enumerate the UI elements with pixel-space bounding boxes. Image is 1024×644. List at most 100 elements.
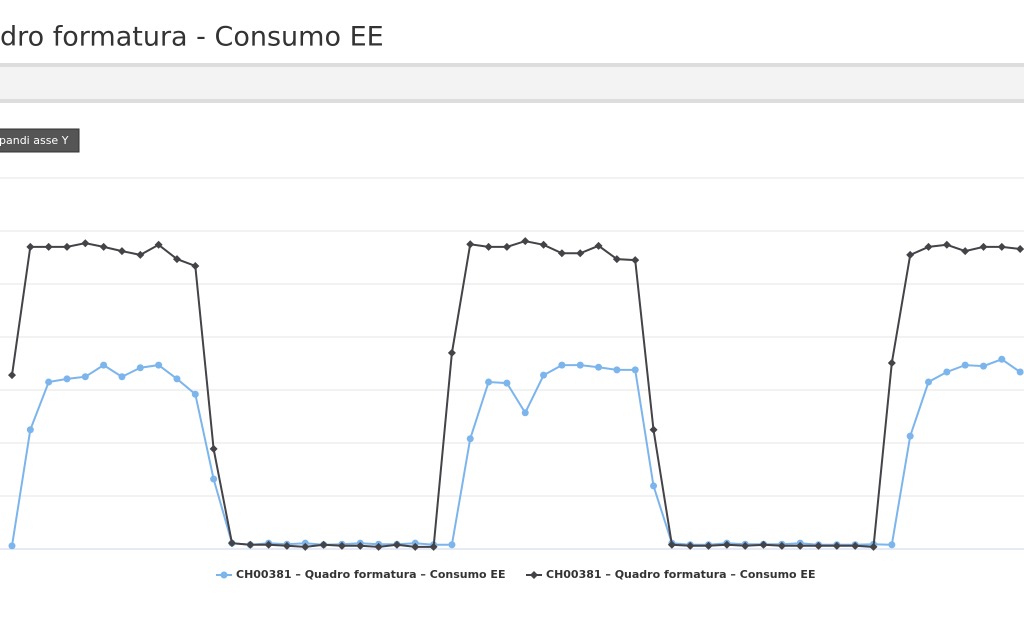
point	[686, 541, 695, 550]
point	[374, 542, 383, 551]
point	[832, 541, 841, 550]
point	[722, 540, 731, 549]
point	[777, 541, 786, 550]
point	[100, 361, 108, 369]
point	[1016, 368, 1024, 376]
point	[99, 242, 108, 251]
point	[961, 247, 970, 256]
point	[319, 540, 328, 549]
point	[869, 542, 878, 551]
point	[997, 242, 1006, 251]
point	[650, 482, 658, 490]
point	[191, 390, 199, 398]
point	[8, 371, 16, 380]
point	[154, 240, 163, 249]
point	[173, 375, 181, 383]
point	[1016, 245, 1024, 254]
point	[649, 425, 658, 434]
point	[887, 358, 896, 367]
point	[557, 249, 566, 258]
point	[26, 242, 35, 251]
point	[979, 242, 988, 251]
point	[155, 361, 163, 369]
point	[924, 242, 933, 251]
point	[191, 261, 200, 270]
point	[594, 241, 603, 250]
point	[448, 541, 456, 549]
point	[411, 542, 420, 551]
point	[81, 239, 90, 248]
point	[943, 368, 951, 376]
point	[704, 541, 713, 550]
point	[925, 378, 932, 386]
point	[81, 373, 89, 381]
button-label[interactable]: pandi asse Y	[0, 134, 69, 147]
point	[227, 539, 236, 548]
point	[576, 249, 585, 258]
point	[264, 540, 273, 549]
point	[337, 541, 346, 550]
point	[558, 361, 566, 369]
point	[540, 371, 548, 379]
expand-button[interactable]	[0, 128, 80, 153]
point	[429, 542, 438, 551]
point	[814, 541, 823, 550]
point	[485, 378, 493, 386]
point	[521, 237, 530, 246]
point	[118, 373, 126, 381]
point	[998, 355, 1006, 363]
point	[595, 363, 603, 371]
legend-label: CH00381 – Quadro formatura – Consumo EE	[546, 568, 815, 581]
divider	[0, 99, 1024, 103]
point	[539, 240, 548, 249]
point	[759, 540, 768, 549]
point	[466, 435, 474, 443]
point	[26, 426, 34, 434]
point	[631, 256, 640, 265]
point	[117, 247, 126, 256]
point	[906, 432, 914, 440]
point	[888, 541, 896, 549]
point	[667, 540, 676, 549]
point	[484, 242, 493, 251]
point	[136, 250, 145, 259]
point	[961, 361, 969, 369]
point	[906, 250, 915, 259]
point	[246, 540, 255, 549]
legend-label: CH00381 – Quadro formatura – Consumo EE	[236, 568, 505, 581]
series-line	[11, 358, 1021, 546]
point	[942, 240, 951, 249]
point	[356, 541, 365, 550]
point	[851, 541, 860, 550]
point	[62, 242, 71, 251]
point	[301, 542, 310, 551]
point	[209, 444, 218, 453]
point	[576, 361, 584, 369]
point	[466, 240, 475, 249]
point	[631, 366, 639, 374]
point	[502, 242, 511, 251]
point	[741, 541, 750, 550]
point	[613, 366, 621, 374]
page-title: dro formatura - Consumo EE	[0, 22, 384, 53]
point	[392, 540, 401, 549]
point	[45, 378, 53, 386]
toolbar	[0, 67, 1024, 99]
point	[63, 375, 71, 383]
point	[136, 364, 144, 372]
series-line	[11, 240, 1021, 548]
point	[979, 362, 987, 370]
divider	[0, 63, 1024, 67]
point	[796, 541, 805, 550]
legend-marker	[220, 571, 228, 579]
point	[447, 348, 456, 357]
point	[210, 475, 218, 483]
point	[612, 255, 621, 264]
legend-marker	[530, 571, 538, 579]
point	[503, 379, 511, 387]
point	[282, 541, 291, 550]
point	[44, 242, 53, 251]
point	[172, 255, 181, 264]
